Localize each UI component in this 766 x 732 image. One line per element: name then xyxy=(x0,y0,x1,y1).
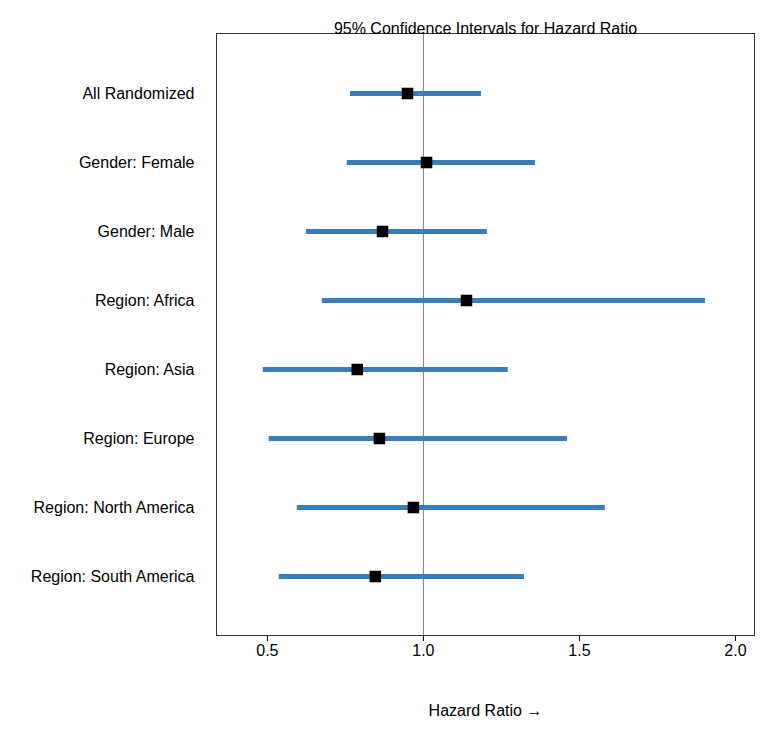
svg-text:1.5: 1.5 xyxy=(568,642,590,659)
svg-text:Region: Europe: Region: Europe xyxy=(83,430,194,447)
svg-text:Gender: Female: Gender: Female xyxy=(79,154,195,171)
svg-text:Hazard Ratio →: Hazard Ratio → xyxy=(429,702,543,719)
svg-text:0.5: 0.5 xyxy=(256,642,278,659)
svg-text:1.0: 1.0 xyxy=(412,642,434,659)
svg-text:Gender: Male: Gender: Male xyxy=(98,223,195,240)
svg-text:95% Confidence Intervals for H: 95% Confidence Intervals for Hazard Rati… xyxy=(334,20,637,37)
svg-text:2.0: 2.0 xyxy=(724,642,746,659)
svg-text:Region: North America: Region: North America xyxy=(34,499,195,516)
svg-text:Region: Asia: Region: Asia xyxy=(105,361,195,378)
svg-text:Region: Africa: Region: Africa xyxy=(95,292,195,309)
svg-text:All Randomized: All Randomized xyxy=(82,85,194,102)
svg-text:Region: South America: Region: South America xyxy=(31,568,195,585)
